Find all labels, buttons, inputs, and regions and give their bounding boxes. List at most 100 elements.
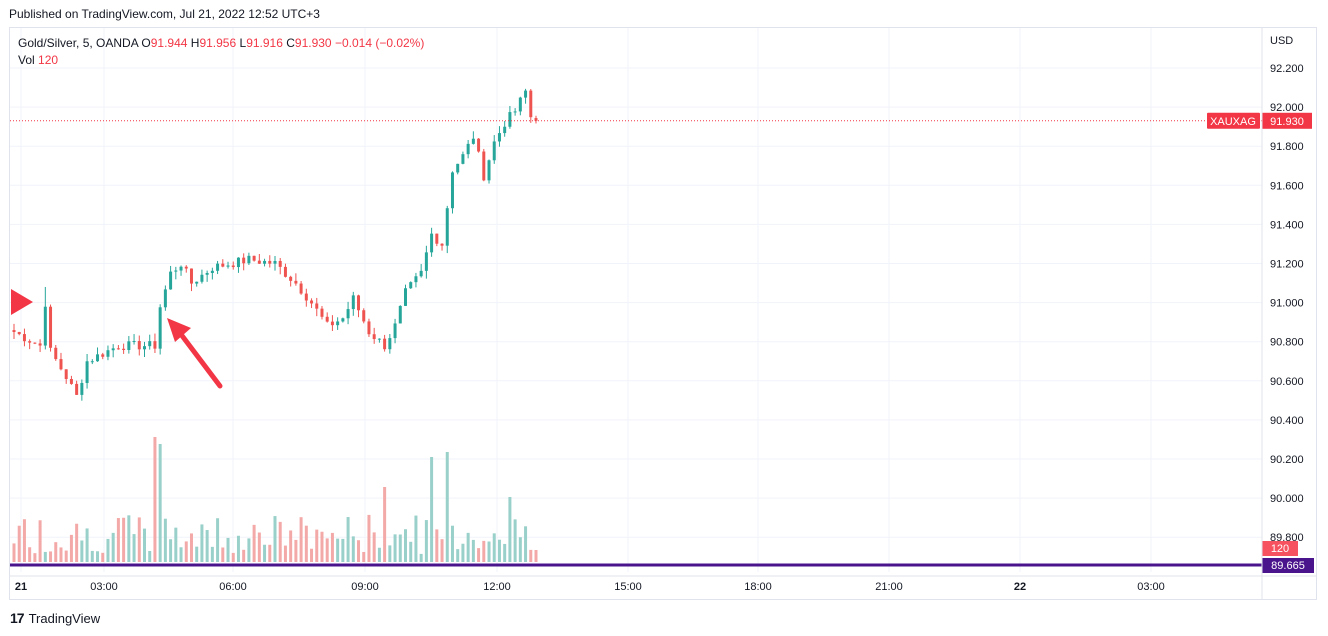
candle-body [440,243,444,246]
candle-body [43,306,47,346]
candle-body [226,265,230,267]
candle-body [524,90,528,98]
candle-body [513,111,517,113]
volume-bar [409,541,413,562]
candle-body [325,316,329,322]
tradingview-logo-icon: 17 [10,610,25,626]
x-tick-label: 12:00 [483,581,511,593]
volume-bar [377,547,381,562]
legend-symbol[interactable]: Gold/Silver, 5, OANDA [18,36,139,50]
volume-bar [524,526,528,562]
candle-body [69,378,73,384]
candle-body [80,382,84,395]
volume-bar [242,549,246,562]
volume-bar [179,547,183,562]
candle-body [461,154,465,164]
volume-bar [414,515,418,562]
legend-high-value: 91.956 [199,36,237,50]
volume-bar [278,521,282,562]
candle-body [247,255,251,264]
candle-body [64,369,68,379]
y-tick-label: 91.400 [1270,219,1304,231]
candle-body [210,270,214,273]
volume-bar [330,532,334,562]
volume-bar [216,518,220,562]
volume-bar [477,548,481,562]
purple-tag-bg [1262,558,1314,573]
volume-bar [336,538,340,562]
volume-bar [289,530,293,562]
candle-body [487,160,491,181]
volume-bar [174,527,178,562]
y-tick-label: 91.800 [1270,141,1304,153]
candle-body [398,305,402,324]
candle-body [111,348,115,351]
candle-body [54,347,58,360]
candle-body [75,383,79,395]
candle-body [205,272,209,275]
volume-bar [419,553,423,562]
x-tick-label: 15:00 [614,581,642,593]
volume-bar [127,515,131,562]
candle-body [242,257,246,264]
volume-bar [471,539,475,562]
candle-body [252,255,256,261]
volume-tag: 120 [1271,543,1289,555]
candle-body [388,338,392,350]
volume-bar [357,540,361,562]
candle-body [85,361,89,383]
candle-body [216,263,220,271]
candle-body [90,361,94,363]
grid-lines [10,28,1262,572]
volume-bar [189,533,193,562]
candle-body [122,348,126,351]
volume-bar [362,551,366,562]
volume-bar [466,532,470,562]
volume-bar [383,487,387,562]
last-price-tag: 91.930 [1270,116,1304,128]
candle-body [435,233,439,244]
volume-bar [38,520,42,562]
y-tick-label: 90.200 [1270,454,1304,466]
candle-body [409,282,413,289]
legend-high-label: H [190,36,200,50]
candle-body [33,342,37,344]
volume-bar [153,437,157,562]
volume-bar [85,528,89,562]
footer[interactable]: 17 TradingView [10,610,100,626]
legend-low-value: 91.916 [246,36,283,50]
volume-bar [221,547,225,562]
legend-vol-label[interactable]: Vol [18,53,35,67]
candle-body [336,321,340,326]
volume-bars [12,437,538,562]
volume-bar [195,546,199,562]
volume-bar [137,517,141,562]
volume-bar [231,552,235,562]
volume-bar [101,552,105,562]
volume-bar [435,529,439,562]
volume-bar [351,536,355,562]
y-tick-label: 91.600 [1270,180,1304,192]
candle-body [236,257,240,268]
x-tick-label: 21 [15,581,27,593]
candle-body [310,300,314,304]
x-tick-label: 22 [1014,581,1026,593]
volume-bar [22,519,26,562]
volume-bar [12,543,16,562]
candle-body [424,252,428,271]
volume-bar [320,531,324,562]
volume-bar [236,535,240,562]
last-price-tag-bg [1262,112,1312,129]
volume-bar [263,544,267,562]
candle-body [294,280,298,284]
candle-body [492,141,496,161]
volume-bar [184,541,188,562]
candle-body [466,143,470,155]
purple-tag: 89.665 [1271,560,1305,572]
volume-bar [54,542,58,562]
volume-bar [106,538,110,562]
volume-bar [163,518,167,562]
volume-bar [143,528,146,562]
candle-body [278,260,282,267]
